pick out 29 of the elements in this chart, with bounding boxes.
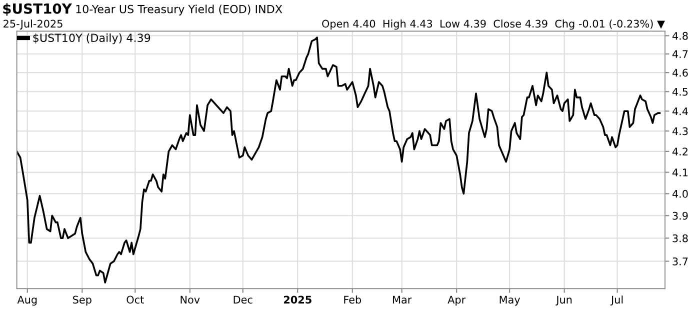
y-tick-label: 3.8 xyxy=(672,234,688,242)
y-tick-label: 4.3 xyxy=(672,127,688,136)
y-tick-label: 4.6 xyxy=(672,68,688,77)
x-tick-label: 2025 xyxy=(284,296,312,304)
x-tick-label: Dec xyxy=(234,296,252,304)
x-tick-label: Mar xyxy=(393,296,412,304)
y-tick-label: 3.7 xyxy=(672,257,688,266)
chart-title: $UST10Y xyxy=(3,3,72,16)
text: 25-Jul-2025 xyxy=(4,20,62,30)
x-tick-label: Aug xyxy=(17,296,37,306)
y-tick-label: 4.0 xyxy=(672,190,688,198)
y-tick-label: 4.4 xyxy=(672,107,688,116)
x-tick-label: Feb xyxy=(344,296,362,304)
x-tick-label: Sep xyxy=(73,296,92,306)
x-tick-label: May xyxy=(500,296,520,306)
y-tick-label: 4.5 xyxy=(672,88,688,96)
chart-subtitle: 10-Year US Treasury Yield (EOD) INDX xyxy=(76,4,282,16)
text: Open 4.40 High 4.43 Low 4.39 Close 4.39 Chg -0.01 (-0.23%) ▼ xyxy=(322,20,665,30)
x-tick-label: Jul xyxy=(610,296,623,306)
x-tick-label: Jun xyxy=(556,296,572,306)
legend-label: $UST10Y (Daily) 4.39 xyxy=(33,33,150,44)
y-tick-label: 4.7 xyxy=(672,50,688,58)
x-tick-label: Nov xyxy=(180,296,200,304)
y-tick-label: 3.9 xyxy=(672,212,688,220)
x-tick-label: Oct xyxy=(126,296,144,304)
x-tick-label: Apr xyxy=(448,296,466,306)
y-tick-label: 4.2 xyxy=(672,148,688,156)
y-tick-label: 4.1 xyxy=(672,168,688,176)
y-tick-label: 4.8 xyxy=(672,32,688,40)
